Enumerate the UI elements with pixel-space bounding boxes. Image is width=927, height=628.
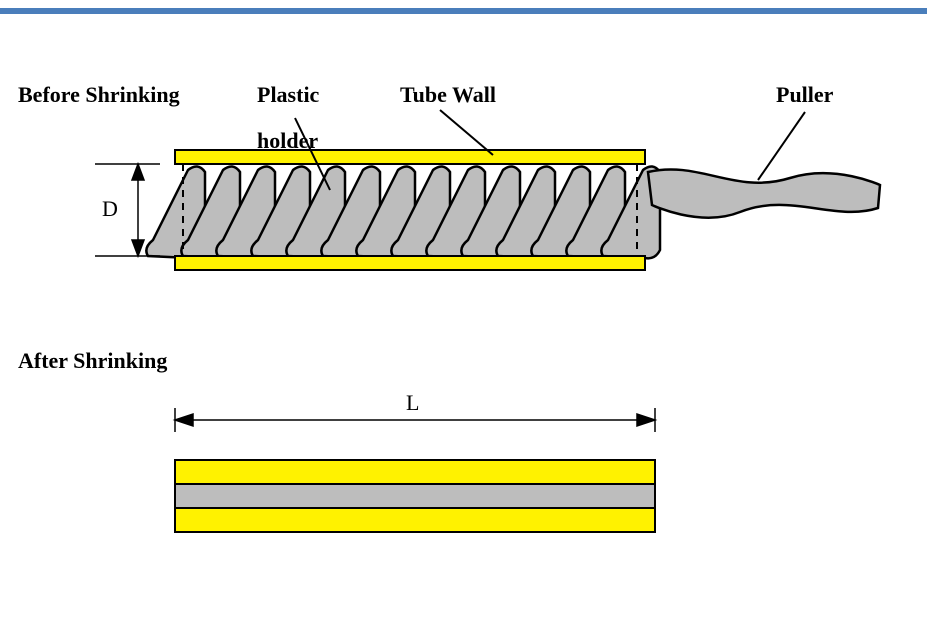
dimension-L bbox=[175, 408, 655, 432]
leader-puller bbox=[758, 112, 805, 180]
before-tube-wall-bottom bbox=[175, 256, 645, 270]
leader-tube-wall bbox=[440, 110, 493, 155]
before-tube-wall-top bbox=[175, 150, 645, 164]
coil-holder bbox=[146, 166, 660, 258]
after-tube-core bbox=[175, 484, 655, 508]
diagram-svg bbox=[0, 0, 927, 628]
puller-tail bbox=[648, 169, 880, 217]
